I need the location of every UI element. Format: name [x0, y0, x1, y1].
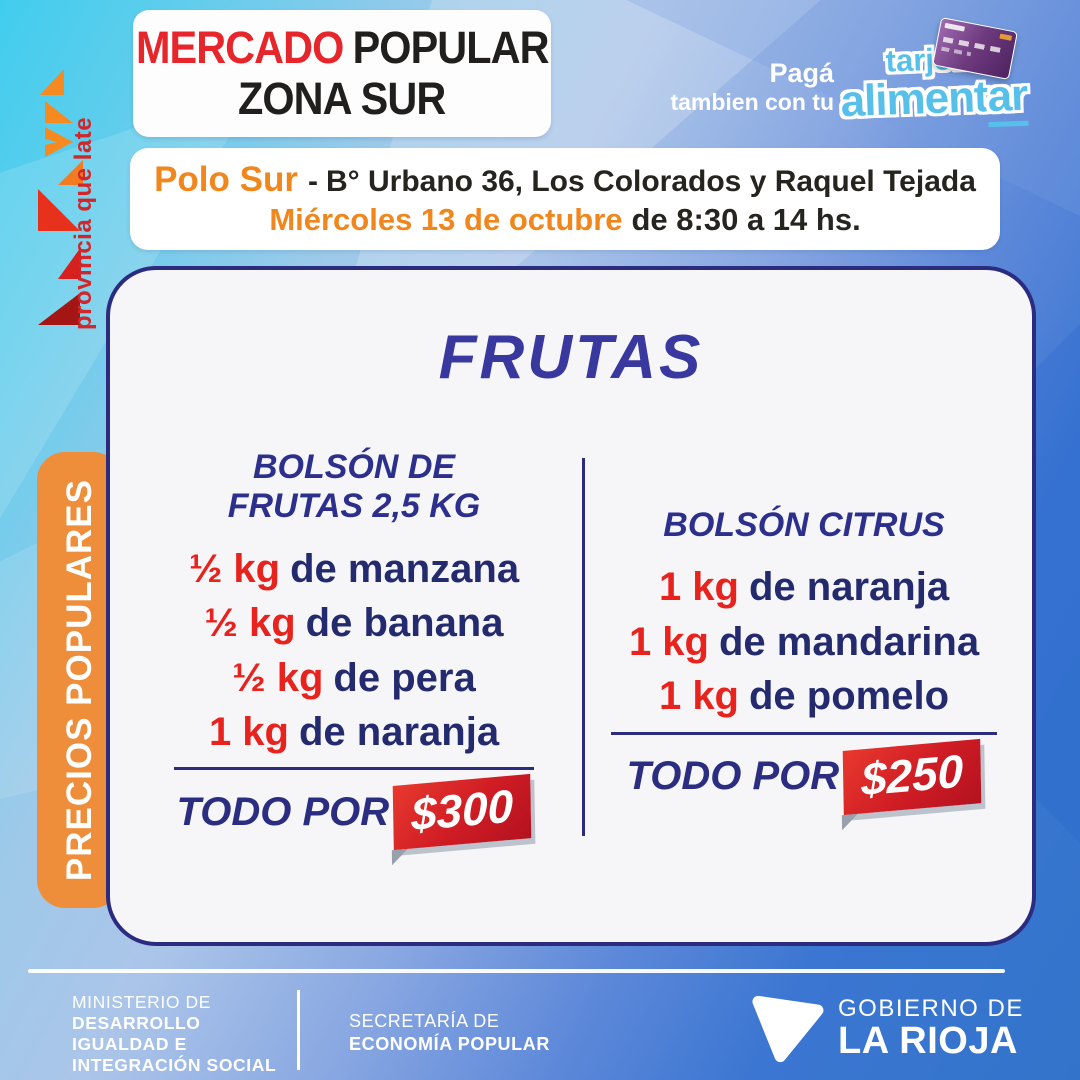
item-qty: 1 kg [628, 619, 709, 664]
pay-note: Pagá tambien con tu [608, 58, 834, 115]
list-item: 1 kg de pomelo [588, 669, 1020, 723]
title-word-popular: POPULAR [352, 22, 549, 74]
footer-separator [28, 969, 1005, 973]
item-name: de pomelo [749, 674, 950, 719]
heading-line: BOLSÓN CITRUS [663, 506, 945, 544]
secretary-line: ECONOMÍA POPULAR [349, 1033, 550, 1054]
title-box: MERCADO POPULAR ZONA SUR [133, 10, 551, 137]
total-label: TODO POR [176, 789, 390, 834]
total-label: TODO POR [626, 754, 840, 799]
title-line-2: ZONA SUR [238, 72, 446, 124]
item-name: de naranja [298, 710, 500, 755]
ministry-line: INTEGRACIÓN SOCIAL [72, 1055, 277, 1075]
item-qty: 1 kg [658, 674, 739, 719]
item-list: ½ kg de manzana ½ kg de banana ½ kg de pera… [138, 542, 570, 760]
location-name: Polo Sur [154, 160, 298, 199]
card-bank-label [944, 22, 965, 32]
underline-rule [174, 767, 534, 771]
price-ribbon: $300 [392, 774, 532, 851]
list-item: 1 kg de naranja [588, 560, 1020, 614]
schedule-line: Miércoles 13 de octubre de 8:30 a 14 hs. [269, 202, 860, 238]
la-rioja-triangle-icon [752, 995, 824, 1063]
item-list: 1 kg de naranja 1 kg de mandarina 1 kg de p… [588, 560, 1020, 723]
price-ribbon: $250 [842, 738, 982, 815]
list-item: ½ kg de banana [138, 596, 570, 650]
title-word-mercado: MERCADO [135, 22, 344, 74]
ministry-line: IGUALDAD E [72, 1034, 187, 1054]
secretary-block: SECRETARÍA DE ECONOMÍA POPULAR [349, 1010, 550, 1055]
footer-divider [297, 990, 300, 1070]
market-date: Miércoles 13 de octubre [269, 202, 623, 237]
bolson-frutas-heading: BOLSÓN DE FRUTAS 2,5 KG [138, 448, 570, 527]
provincia-tagline: provincia que late [70, 116, 97, 330]
item-name: de naranja [748, 565, 950, 610]
ministry-line: DESARROLLO [72, 1013, 201, 1033]
column-divider [582, 458, 585, 836]
title-line-1: MERCADO POPULAR [135, 22, 550, 74]
provincia-logo-icon [38, 69, 83, 325]
brand-alimentar-underlined: ar [986, 70, 1029, 128]
item-name: de mandarina [718, 619, 980, 664]
list-item: ½ kg de pera [138, 651, 570, 705]
list-item: 1 kg de naranja [138, 705, 570, 759]
pay-note-line1: Pagá [769, 58, 834, 88]
ministry-line: MINISTERIO DE [72, 992, 212, 1012]
item-qty: ½ kg [232, 655, 324, 700]
item-qty: ½ kg [204, 601, 296, 646]
total-row: TODO POR $300 [138, 774, 570, 851]
location-dash: - [307, 165, 318, 198]
location-bar: Polo Sur - B° Urbano 36, Los Colorados y R… [130, 148, 1000, 250]
brand-alimentar-main: aliment [839, 72, 989, 127]
item-qty: 1 kg [208, 710, 289, 755]
list-item: 1 kg de mandarina [588, 615, 1020, 669]
market-hours: de 8:30 a 14 hs. [631, 202, 861, 237]
card-holder-row [940, 46, 972, 57]
location-address: B° Urbano 36, Los Colorados y Raquel Tej… [325, 165, 976, 198]
item-name: de pera [333, 655, 476, 700]
heading-line: BOLSÓN DE [252, 448, 456, 486]
total-row: TODO POR $250 [588, 738, 1020, 815]
location-line: Polo Sur - B° Urbano 36, Los Colorados y R… [154, 160, 976, 200]
card-title: FRUTAS [438, 323, 704, 392]
brand-alimentar: alimentar [839, 70, 1029, 128]
government-block: GOBIERNO DE LA RIOJA [838, 996, 1024, 1062]
bolson-citrus-column: BOLSÓN CITRUS 1 kg de naranja 1 kg de mand… [588, 506, 1020, 815]
card-chip [999, 33, 1013, 41]
ministry-block: MINISTERIO DE DESARROLLO IGUALDAD E INTE… [72, 992, 276, 1076]
bolson-citrus-heading: BOLSÓN CITRUS [588, 506, 1020, 545]
item-qty: ½ kg [188, 546, 281, 591]
item-qty: 1 kg [658, 565, 739, 610]
item-name: de banana [305, 601, 504, 646]
heading-line: FRUTAS 2,5 KG [227, 487, 481, 526]
item-name: de manzana [290, 546, 520, 591]
government-line1: GOBIERNO DE [838, 995, 1024, 1022]
pay-note-line2: tambien con tu [670, 89, 834, 116]
bolson-frutas-column: BOLSÓN DE FRUTAS 2,5 KG ½ kg de manzana ½… [138, 448, 570, 851]
list-item: ½ kg de manzana [138, 542, 570, 596]
underline-rule [611, 731, 997, 735]
government-line2: LA RIOJA [838, 1020, 1018, 1063]
secretary-line: SECRETARÍA DE [349, 1011, 500, 1031]
products-card: FRUTAS BOLSÓN DE FRUTAS 2,5 KG ½ kg de ma… [106, 266, 1036, 946]
precios-populares-label: PRECIOS POPULARES [59, 478, 99, 882]
